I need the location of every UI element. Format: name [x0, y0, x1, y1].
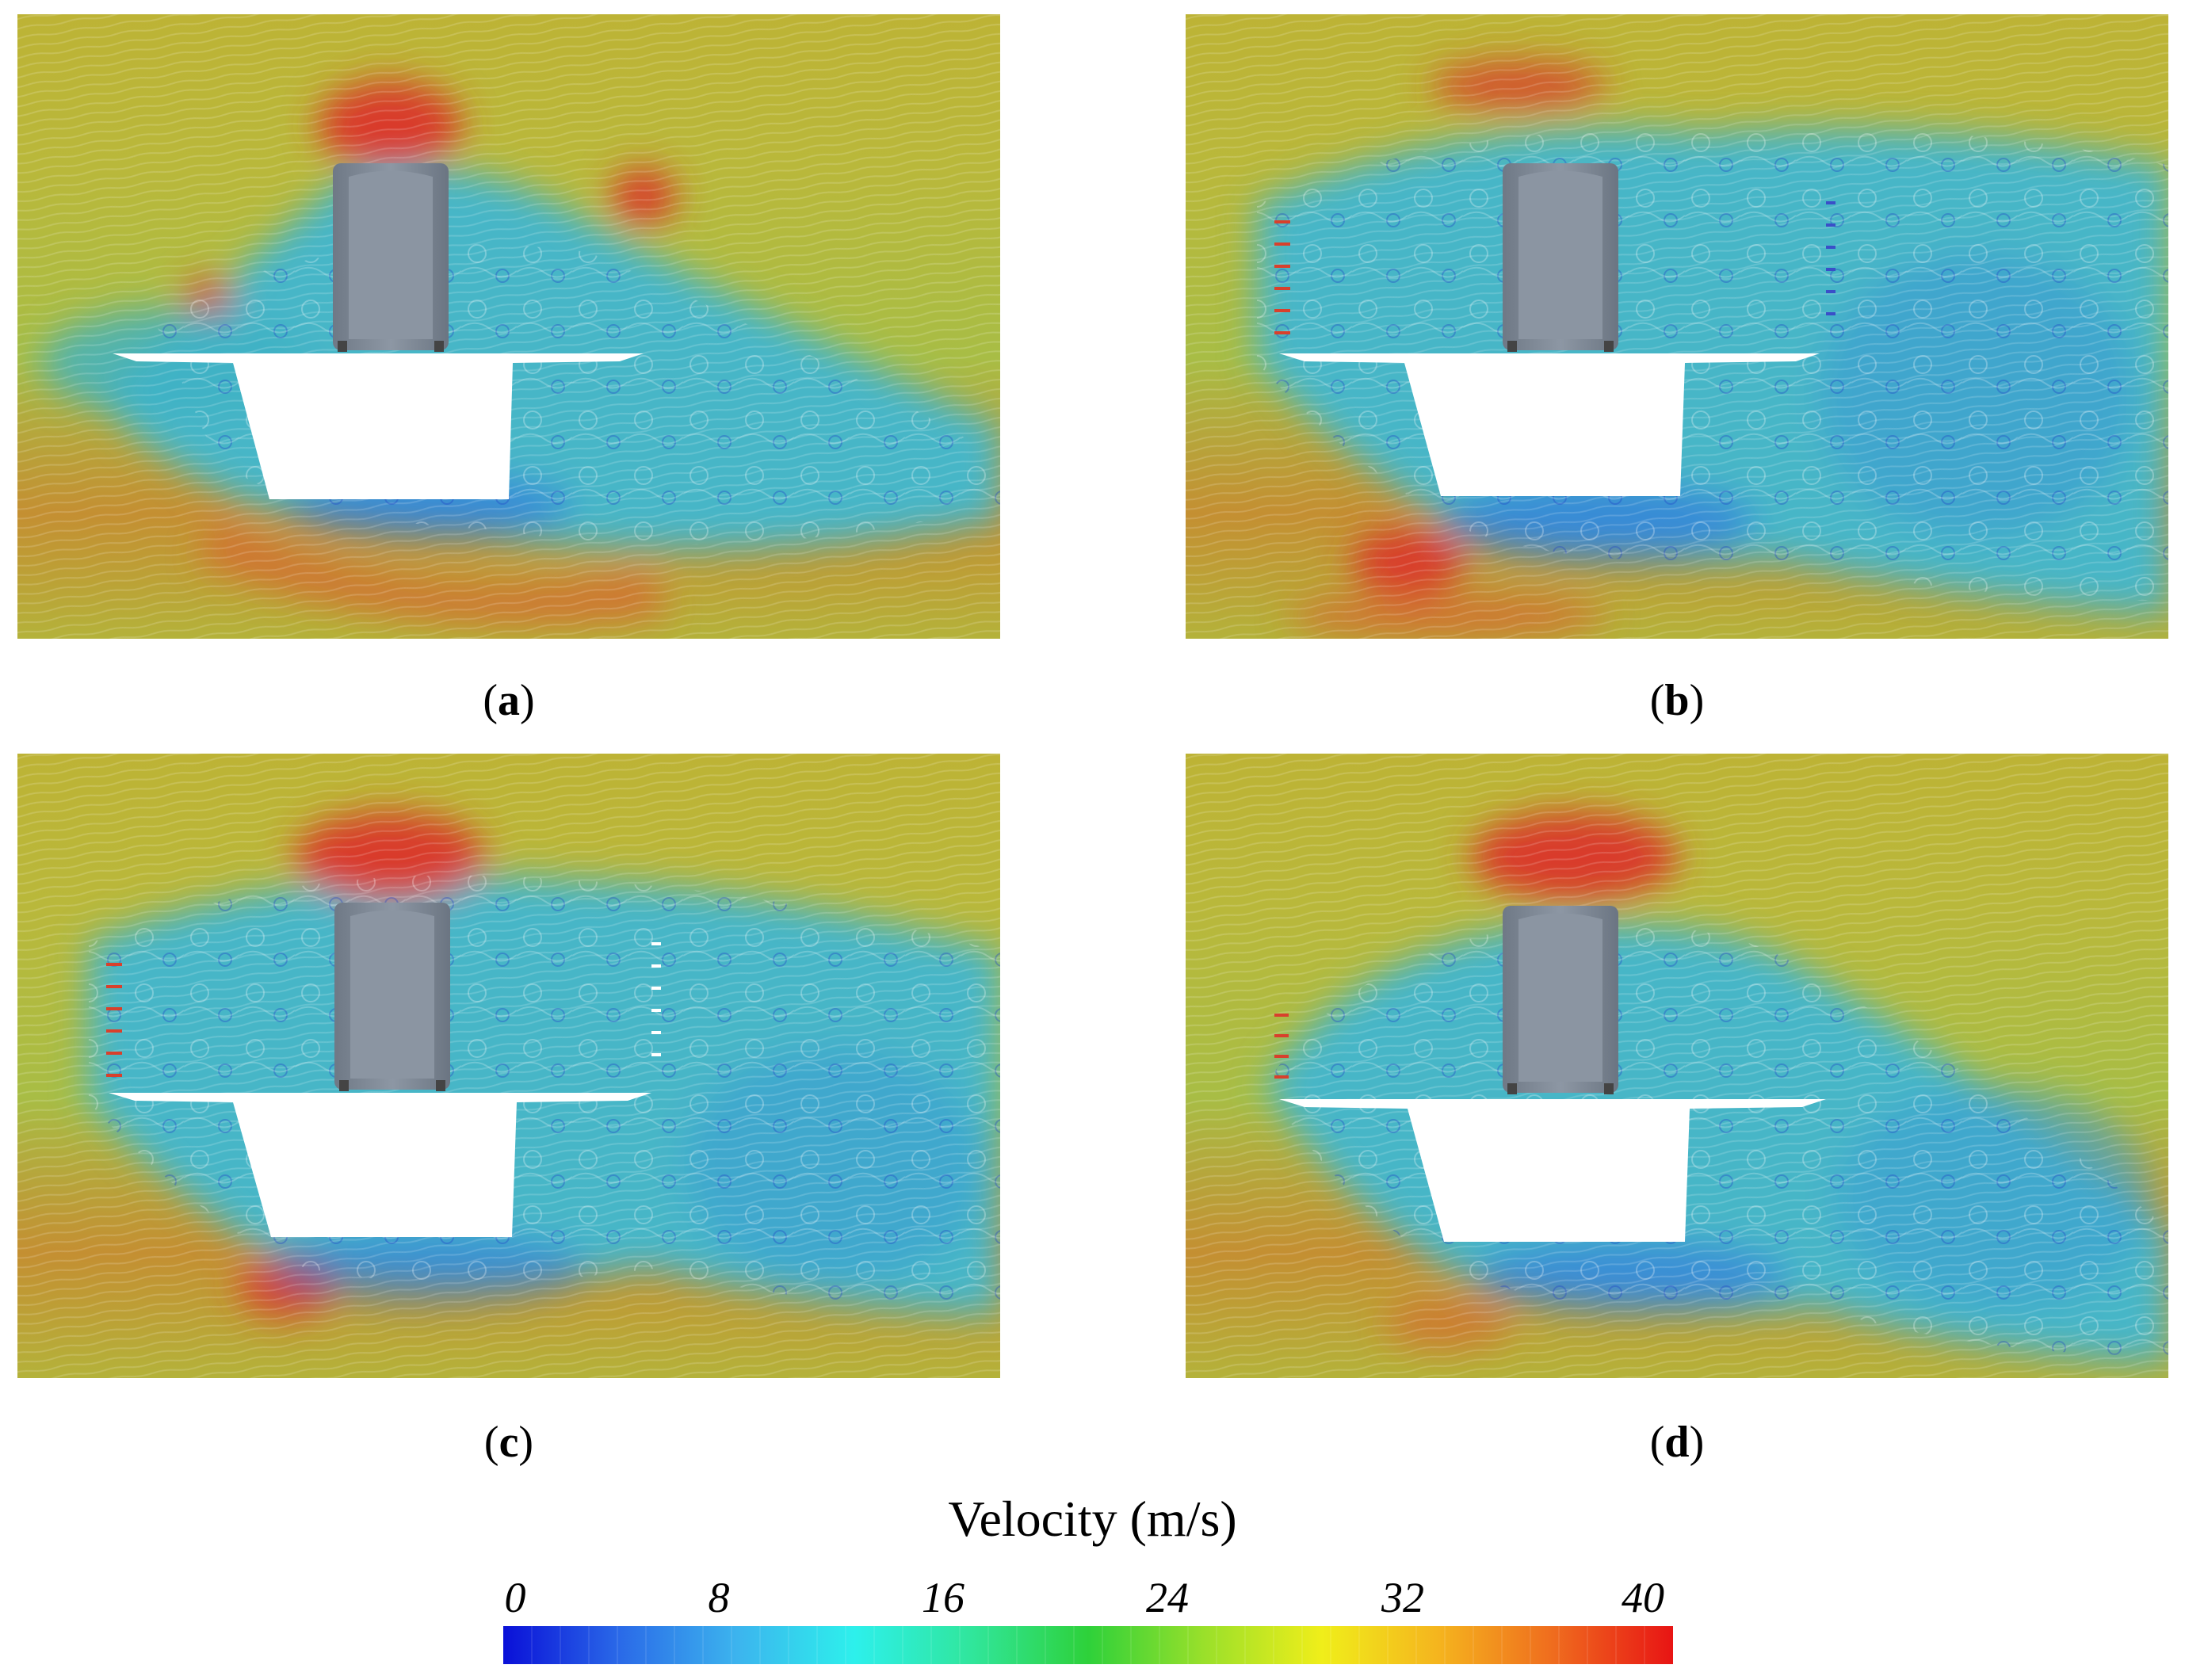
caption-c: (c): [483, 1418, 534, 1467]
vehicle-c: [334, 903, 450, 1091]
wind-barrier-downwind-b: [1826, 201, 1835, 315]
bridge-deck-b: [1279, 353, 1820, 496]
wind-barrier-upwind-b: [1274, 220, 1290, 334]
bridge-deck-c: [109, 1093, 651, 1237]
legend-tick: 24: [1146, 1574, 1189, 1621]
panel-c-flow-field: [17, 754, 1000, 1378]
panel-b-flow-field: [1186, 14, 2168, 639]
wind-barrier-upwind-d: [1274, 1014, 1289, 1079]
wind-barrier-upwind-c: [106, 963, 122, 1077]
legend-tick: 0: [504, 1574, 526, 1621]
legend-title: Velocity (m/s): [948, 1491, 1237, 1547]
legend-tick: 16: [922, 1574, 965, 1621]
caption-d: (d): [1649, 1418, 1705, 1467]
wind-barrier-downwind-c: [651, 942, 661, 1056]
vehicle-a: [333, 163, 449, 352]
panel-a-flow-field: [17, 14, 1000, 639]
bridge-deck-d: [1279, 1099, 1826, 1242]
caption-b: (b): [1649, 676, 1705, 725]
vehicle-b: [1503, 163, 1618, 352]
panel-d-flow-field: [1186, 754, 2168, 1378]
vehicle-d: [1503, 906, 1618, 1094]
velocity-colorbar: [503, 1626, 1673, 1664]
bridge-deck-a: [113, 353, 644, 499]
caption-a: (a): [483, 676, 535, 725]
legend-tick: 32: [1381, 1574, 1424, 1621]
legend-tick: 8: [708, 1574, 730, 1621]
legend-tick: 40: [1622, 1574, 1664, 1621]
